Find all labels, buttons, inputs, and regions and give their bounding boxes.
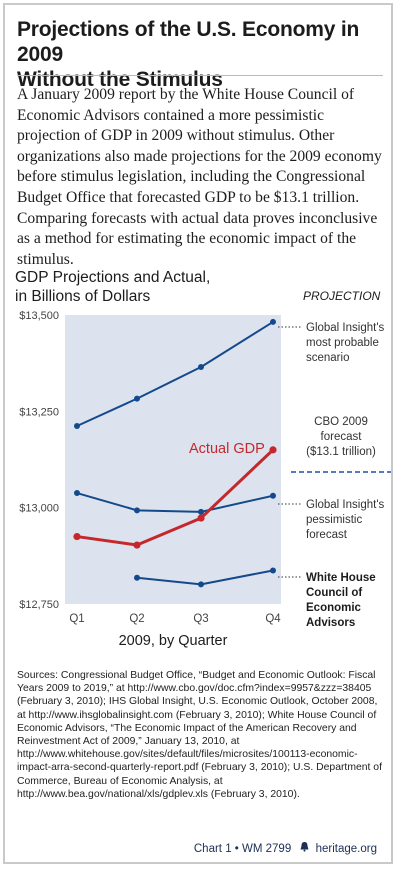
data-point: [134, 574, 140, 581]
plot-area: [65, 315, 281, 604]
sources-text: Congressional Budget Office, “Budget and…: [17, 670, 382, 800]
chart-subtitle: in Billions of Dollars: [15, 288, 150, 305]
page-title: Projections of the U.S. Economy in 2009 …: [17, 17, 387, 92]
series-label: scenario: [306, 352, 349, 364]
series-label: Economic: [306, 602, 362, 614]
liberty-bell-icon: [299, 841, 310, 855]
legend-header: PROJECTION: [303, 289, 381, 303]
data-point: [134, 395, 140, 402]
data-point: [133, 541, 141, 549]
data-point: [73, 532, 81, 541]
series-label: pessimistic: [306, 514, 362, 526]
data-point: [270, 567, 276, 574]
y-tick-label: $12,750: [19, 599, 59, 611]
chart-credit: Chart 1 • WM 2799 heritage.org: [194, 841, 377, 855]
series-label: Advisors: [306, 617, 355, 629]
y-tick-label: $13,250: [19, 406, 59, 418]
cbo-forecast-label: forecast: [321, 431, 363, 443]
series-label: most probable: [306, 337, 379, 349]
y-tick-label: $13,000: [19, 503, 59, 515]
series-label: White House: [306, 572, 376, 584]
series-line: [76, 321, 274, 427]
gdp-chart: GDP Projections and Actual, in Billions o…: [15, 269, 391, 649]
series-label: Global Insight's: [306, 499, 385, 511]
data-point: [198, 581, 204, 588]
actual-gdp-label: Actual GDP: [189, 441, 265, 457]
x-tick-label: Q3: [193, 613, 208, 625]
chart-title: GDP Projections and Actual,: [15, 269, 210, 286]
sources-label: Sources:: [17, 670, 59, 681]
series-label: Global Insight's: [306, 322, 385, 334]
data-point: [74, 490, 80, 497]
series-line: [76, 492, 274, 513]
x-axis-label: 2009, by Quarter: [119, 633, 228, 649]
x-tick-label: Q4: [265, 613, 281, 625]
intro-paragraph: A January 2009 report by the White House…: [17, 86, 382, 268]
cbo-forecast-label: ($13.1 trillion): [306, 446, 376, 458]
data-point: [198, 508, 204, 515]
data-point: [270, 318, 276, 325]
data-point: [269, 446, 277, 454]
data-point: [270, 492, 276, 499]
title-line-1: Projections of the U.S. Economy in 2009: [17, 18, 360, 66]
series-line: [76, 448, 275, 547]
title-line-2: Without the Stimulus: [17, 68, 223, 91]
chart-id: Chart 1 • WM 2799: [193, 843, 292, 855]
title-divider: [17, 75, 383, 76]
cbo-forecast-label: CBO 2009: [314, 416, 368, 428]
data-point: [198, 364, 204, 371]
series-label: Council of: [306, 587, 362, 599]
data-point: [74, 422, 80, 429]
site-link[interactable]: heritage.org: [315, 843, 377, 855]
sources-block: Sources: Congressional Budget Office, “B…: [17, 669, 387, 801]
chart-card: Projections of the U.S. Economy in 2009 …: [3, 3, 393, 864]
data-point: [197, 514, 205, 522]
x-tick-label: Q2: [129, 613, 144, 625]
y-tick-label: $13,500: [19, 310, 59, 322]
x-tick-label: Q1: [69, 613, 84, 625]
data-point: [134, 507, 140, 514]
series-label: forecast: [306, 529, 348, 541]
